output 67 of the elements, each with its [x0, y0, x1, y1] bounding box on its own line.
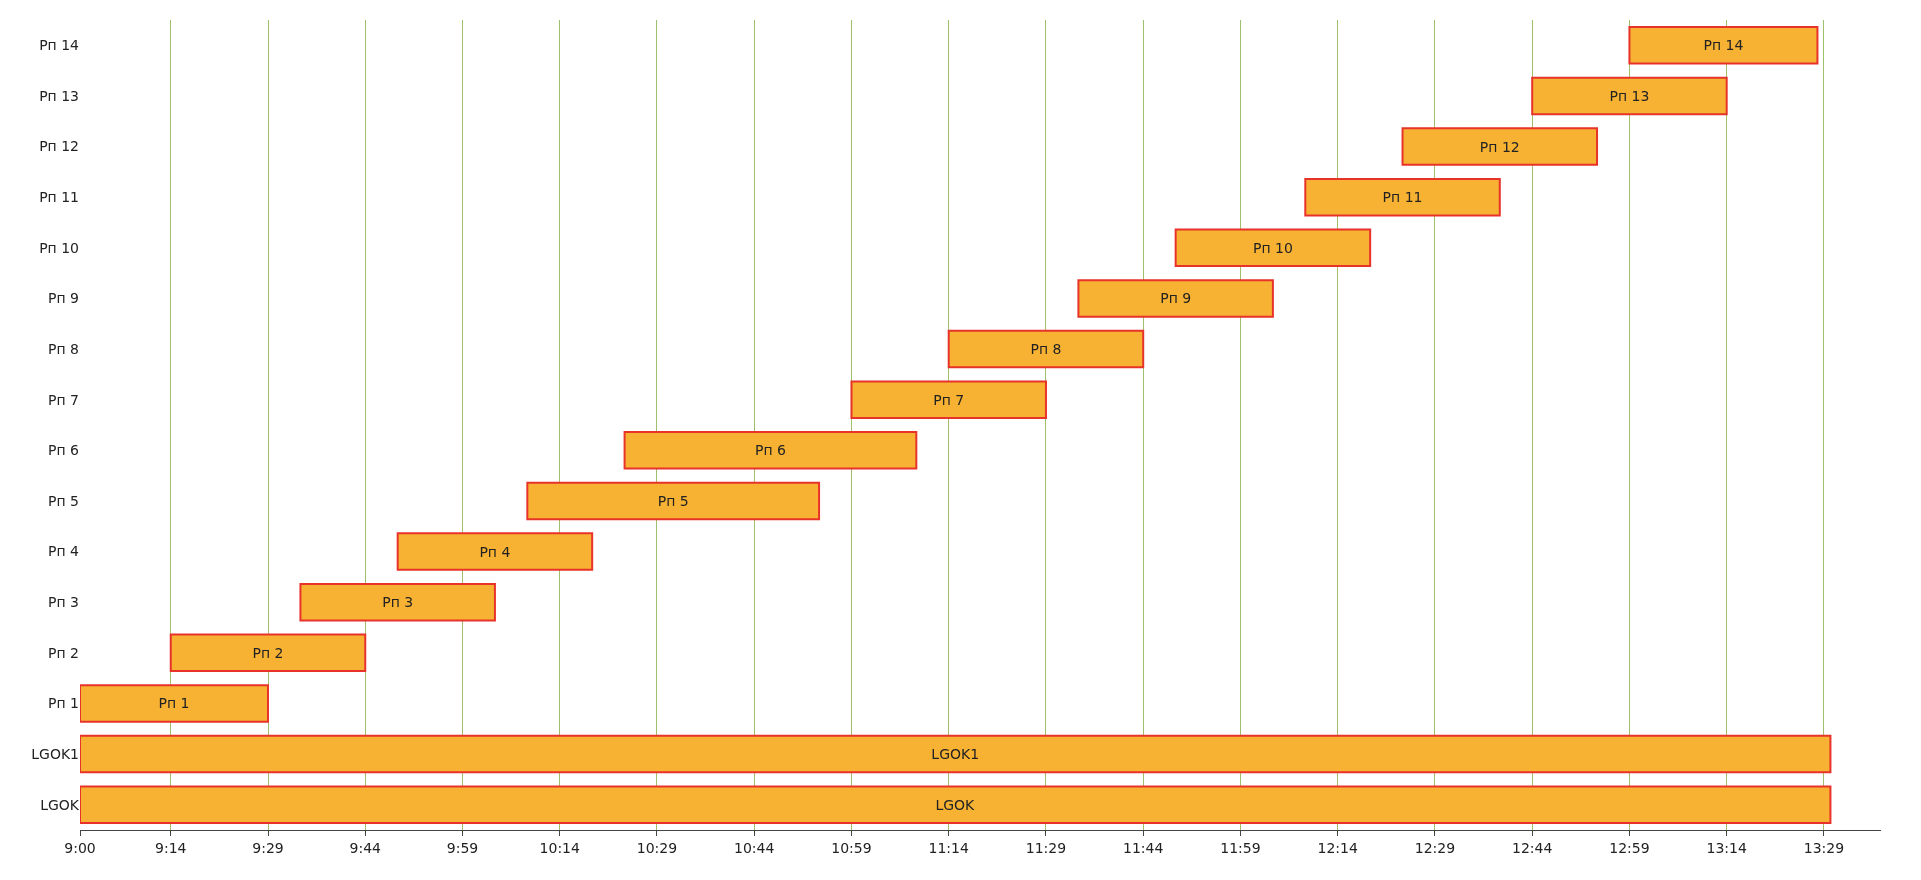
x-tick-label: 9:44 [349, 839, 382, 856]
bar [1628, 26, 1819, 65]
data-label: Рп 13 [1609, 87, 1650, 104]
bar [80, 785, 1832, 824]
bar [169, 633, 367, 673]
y-tick-label: Рп 10 [39, 239, 79, 256]
y-tick-label: Рп 1 [48, 695, 79, 712]
y-tick-label: Рп 14 [39, 37, 80, 54]
x-tick-label: 11:29 [1025, 839, 1067, 856]
data-label: Рп 10 [1252, 239, 1293, 256]
x-tick-label: 9:00 [64, 839, 96, 856]
data-label: Рп 3 [382, 594, 414, 611]
x-tick-label: 11:44 [1123, 839, 1164, 856]
y-tick-label: Рп 9 [48, 290, 79, 307]
bar [396, 532, 594, 571]
y-tick-label: LGOK1 [31, 745, 79, 762]
bar [299, 582, 496, 622]
x-tick-label: 12:29 [1414, 839, 1456, 856]
y-tick-label: Рп 8 [48, 340, 79, 357]
data-label: Рп 7 [933, 391, 965, 408]
data-label: Рп 4 [479, 543, 511, 560]
y-tick-label: Рп 3 [48, 594, 79, 611]
data-label: Рп 6 [754, 442, 786, 459]
bar [1531, 76, 1728, 116]
bar [80, 684, 269, 723]
x-tick-label: 11:14 [928, 839, 969, 856]
data-label: LGOK [935, 796, 976, 813]
y-tick-label: Рп 6 [48, 442, 80, 459]
y-tick-label: Рп 7 [48, 391, 79, 408]
bar [526, 481, 821, 521]
x-tick-label: 12:44 [1512, 839, 1553, 856]
x-tick-label: 12:14 [1317, 839, 1358, 856]
bar [1401, 127, 1599, 166]
data-label: Рп 2 [252, 644, 284, 661]
x-tick-label: 10:44 [734, 839, 775, 856]
x-tick-label: 10:59 [831, 839, 872, 856]
x-tick-label: 13:29 [1803, 839, 1845, 856]
x-tick-label: 10:29 [636, 839, 678, 856]
x-tick-label: 10:14 [539, 839, 580, 856]
y-tick-label: Рп 13 [39, 87, 79, 104]
data-label: Рп 5 [657, 492, 689, 509]
y-tick-label: Рп 11 [39, 189, 79, 206]
y-tick-label: Рп 5 [48, 492, 79, 509]
x-tick-label: 13:14 [1706, 839, 1747, 856]
y-tick-label: LGOK [40, 796, 80, 813]
x-tick-label: 9:59 [446, 839, 479, 856]
bar [1077, 279, 1274, 318]
x-tick-label: 9:14 [155, 839, 187, 856]
data-label: Рп 12 [1479, 138, 1520, 155]
bar [80, 734, 1832, 774]
data-label: Рп 11 [1382, 189, 1423, 206]
bar [1174, 228, 1372, 268]
y-tick-label: Рп 4 [48, 543, 80, 560]
bar [1304, 177, 1501, 217]
y-tick-label: Рп 12 [39, 138, 79, 155]
bar [850, 380, 1047, 419]
y-tick-label: Рп 2 [48, 644, 79, 661]
x-tick-label: 12:59 [1609, 839, 1650, 856]
bar [623, 431, 918, 470]
data-label: LGOK1 [931, 746, 980, 763]
x-tick-label: 11:59 [1220, 839, 1261, 856]
data-label: Рп 1 [158, 695, 190, 712]
x-tick-label: 9:29 [252, 839, 284, 856]
data-label: Рп 14 [1703, 37, 1744, 54]
data-label: Рп 8 [1030, 341, 1062, 358]
bar [947, 329, 1145, 369]
data-label: Рп 9 [1160, 290, 1192, 307]
